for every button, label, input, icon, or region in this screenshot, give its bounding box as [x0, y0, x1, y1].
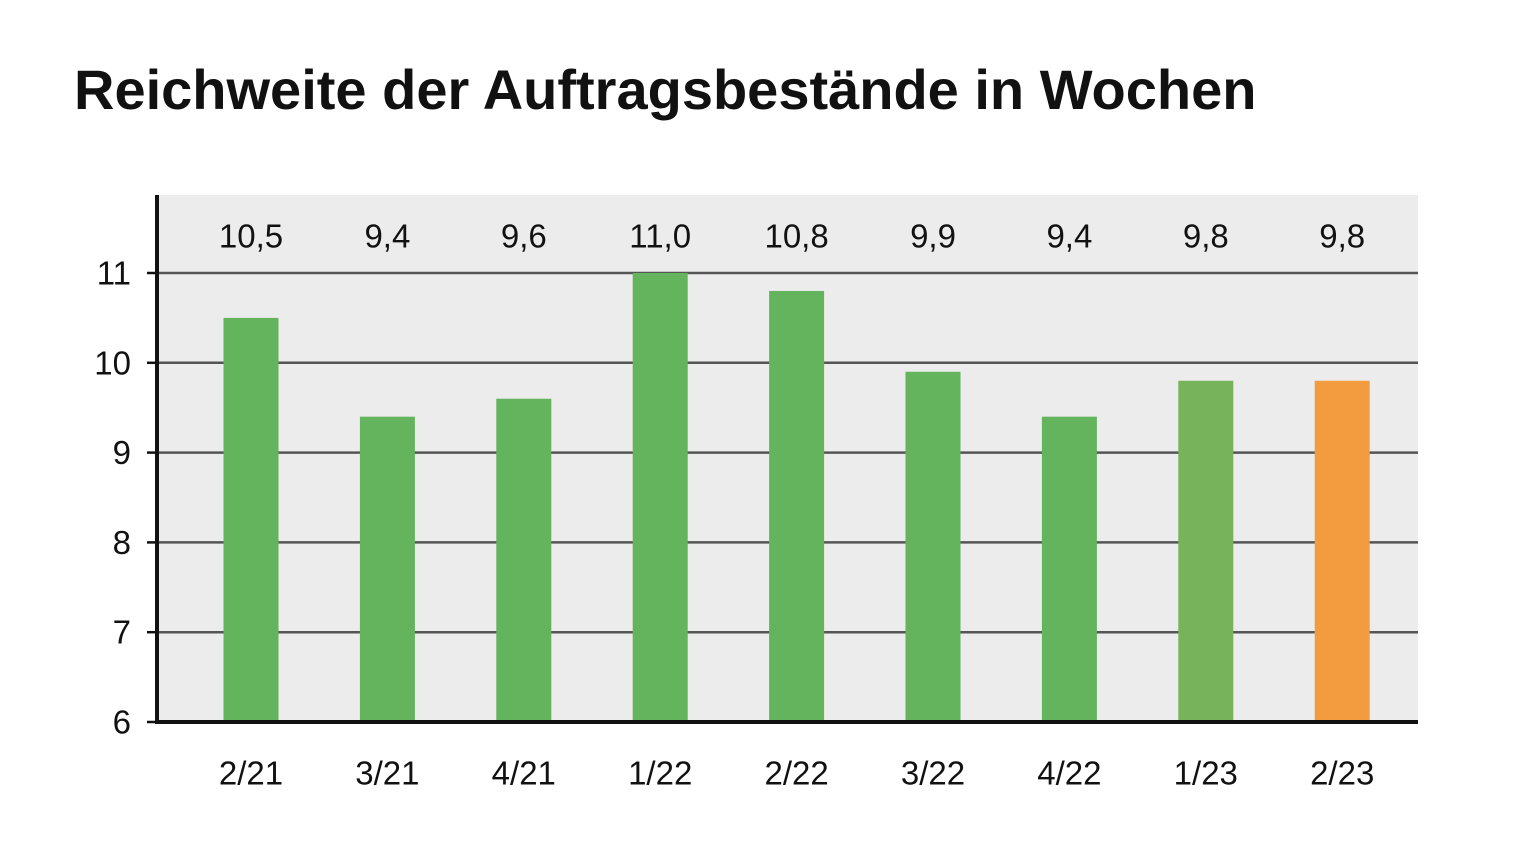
- y-tick-label: 7: [113, 614, 131, 651]
- data-label: 9,8: [1319, 218, 1365, 255]
- chart-title: Reichweite der Auftragsbestände in Woche…: [74, 58, 1257, 121]
- x-category-label: 2/21: [219, 755, 283, 792]
- bar: [769, 290, 825, 722]
- data-label: 9,6: [501, 218, 547, 255]
- data-label: 10,8: [764, 218, 828, 255]
- x-category-label: 3/21: [355, 755, 419, 792]
- x-category-label: 2/22: [764, 755, 828, 792]
- data-label: 10,5: [219, 218, 283, 255]
- x-category-label: 4/22: [1037, 755, 1101, 792]
- x-category-label: 3/22: [901, 755, 965, 792]
- data-label: 9,9: [910, 218, 956, 255]
- y-tick-label: 8: [113, 524, 131, 561]
- bar: [1178, 380, 1234, 722]
- bar: [905, 371, 961, 722]
- bars: [223, 273, 1370, 722]
- data-label: 9,4: [364, 218, 410, 255]
- data-label: 9,4: [1046, 218, 1092, 255]
- y-axis-tick-labels: 6 7 8 9 10 11: [94, 255, 157, 741]
- x-category-label: 1/22: [628, 755, 692, 792]
- y-tick-label: 9: [113, 434, 131, 471]
- x-category-label: 2/23: [1310, 755, 1374, 792]
- data-label: 9,8: [1183, 218, 1229, 255]
- bar: [1314, 380, 1370, 722]
- bar: [223, 317, 279, 722]
- x-category-label: 1/23: [1174, 755, 1238, 792]
- y-tick-label: 11: [97, 255, 131, 292]
- bar: [1041, 416, 1097, 722]
- data-label: 11,0: [629, 218, 691, 255]
- x-axis-category-labels: 2/21 3/21 4/21 1/22 2/22 3/22 4/22 1/23 2/23: [219, 755, 1374, 792]
- bar: [632, 273, 688, 722]
- bar: [359, 416, 415, 722]
- y-tick-label: 10: [94, 344, 131, 381]
- y-tick-label: 6: [113, 704, 131, 741]
- value-labels: 10,5 9,4 9,6 11,0 10,8 9,9 9,4 9,8 9,8: [219, 218, 1365, 255]
- bar: [496, 398, 552, 722]
- x-category-label: 4/21: [492, 755, 556, 792]
